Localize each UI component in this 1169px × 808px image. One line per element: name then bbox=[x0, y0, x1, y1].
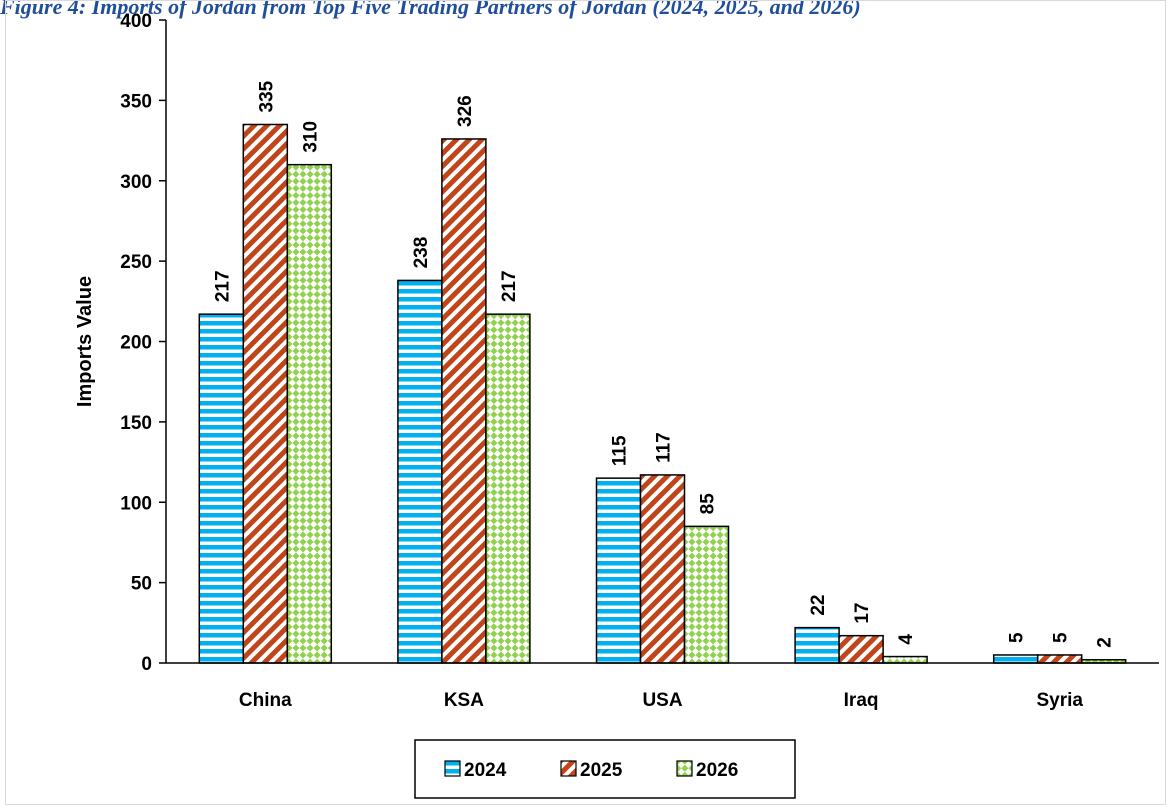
bar-iraq-2024 bbox=[794, 626, 840, 664]
y-tick-label: 400 bbox=[120, 11, 152, 32]
data-label: 326 bbox=[455, 95, 476, 127]
data-label: 238 bbox=[411, 237, 432, 269]
y-tick-label: 300 bbox=[120, 172, 152, 193]
legend-swatch-2026 bbox=[676, 760, 693, 777]
y-tick-label: 50 bbox=[131, 574, 152, 595]
legend-swatch-2025 bbox=[560, 760, 577, 777]
data-label: 5 bbox=[1007, 632, 1028, 643]
bar-iraq-2025 bbox=[838, 634, 884, 664]
legend-label: 2025 bbox=[580, 760, 623, 781]
y-tick-label: 200 bbox=[120, 333, 152, 354]
data-label: 17 bbox=[852, 603, 873, 624]
legend-swatch-2024 bbox=[444, 760, 461, 777]
bar-usa-2024 bbox=[595, 477, 642, 664]
bar-ksa-2026 bbox=[485, 313, 531, 664]
y-tick-label: 0 bbox=[141, 654, 152, 675]
bar-china-2024 bbox=[198, 313, 245, 664]
bar-usa-2025 bbox=[639, 474, 686, 664]
data-label: 217 bbox=[499, 270, 520, 302]
x-category-label: Syria bbox=[1036, 690, 1083, 711]
chart-svg: Imports Value 0 50 100 150 200 250 300 350 400 2… bbox=[74, 11, 1159, 799]
bar-iraq-2026 bbox=[882, 655, 928, 664]
chart-area: Imports Value 0 50 100 150 200 250 300 350 400 2… bbox=[5, 0, 1166, 805]
data-label: 217 bbox=[212, 270, 233, 302]
data-label: 117 bbox=[654, 432, 675, 463]
x-category-label: USA bbox=[642, 690, 682, 711]
y-tick-label: 100 bbox=[120, 493, 152, 514]
data-label: 5 bbox=[1051, 632, 1072, 643]
data-label: 310 bbox=[300, 121, 321, 153]
data-label: 2 bbox=[1095, 637, 1116, 648]
y-tick-label: 250 bbox=[120, 252, 152, 273]
legend-label: 2024 bbox=[464, 760, 507, 781]
bar-ksa-2024 bbox=[397, 279, 443, 664]
legend-label: 2026 bbox=[696, 760, 738, 781]
bar-syria-2024 bbox=[992, 654, 1039, 664]
x-category-label: China bbox=[239, 690, 292, 711]
y-axis-title: Imports Value bbox=[74, 276, 96, 407]
data-label: 335 bbox=[256, 80, 277, 112]
bar-syria-2025 bbox=[1036, 654, 1083, 664]
data-label: 4 bbox=[896, 634, 917, 645]
y-tick-label: 150 bbox=[120, 413, 152, 434]
data-label: 115 bbox=[610, 435, 631, 466]
bar-china-2026 bbox=[286, 163, 333, 664]
bar-ksa-2025 bbox=[441, 138, 487, 664]
legend-box bbox=[414, 739, 796, 799]
x-category-label: Iraq bbox=[844, 690, 879, 711]
data-label: 85 bbox=[698, 493, 719, 515]
x-category-label: KSA bbox=[444, 690, 484, 711]
bar-china-2025 bbox=[242, 123, 289, 664]
chart-title: Figure 4: Imports of Jordan from Top Fiv… bbox=[0, 0, 861, 19]
bar-usa-2026 bbox=[683, 525, 730, 664]
y-tick-label: 350 bbox=[120, 91, 152, 112]
data-label: 22 bbox=[808, 594, 829, 615]
